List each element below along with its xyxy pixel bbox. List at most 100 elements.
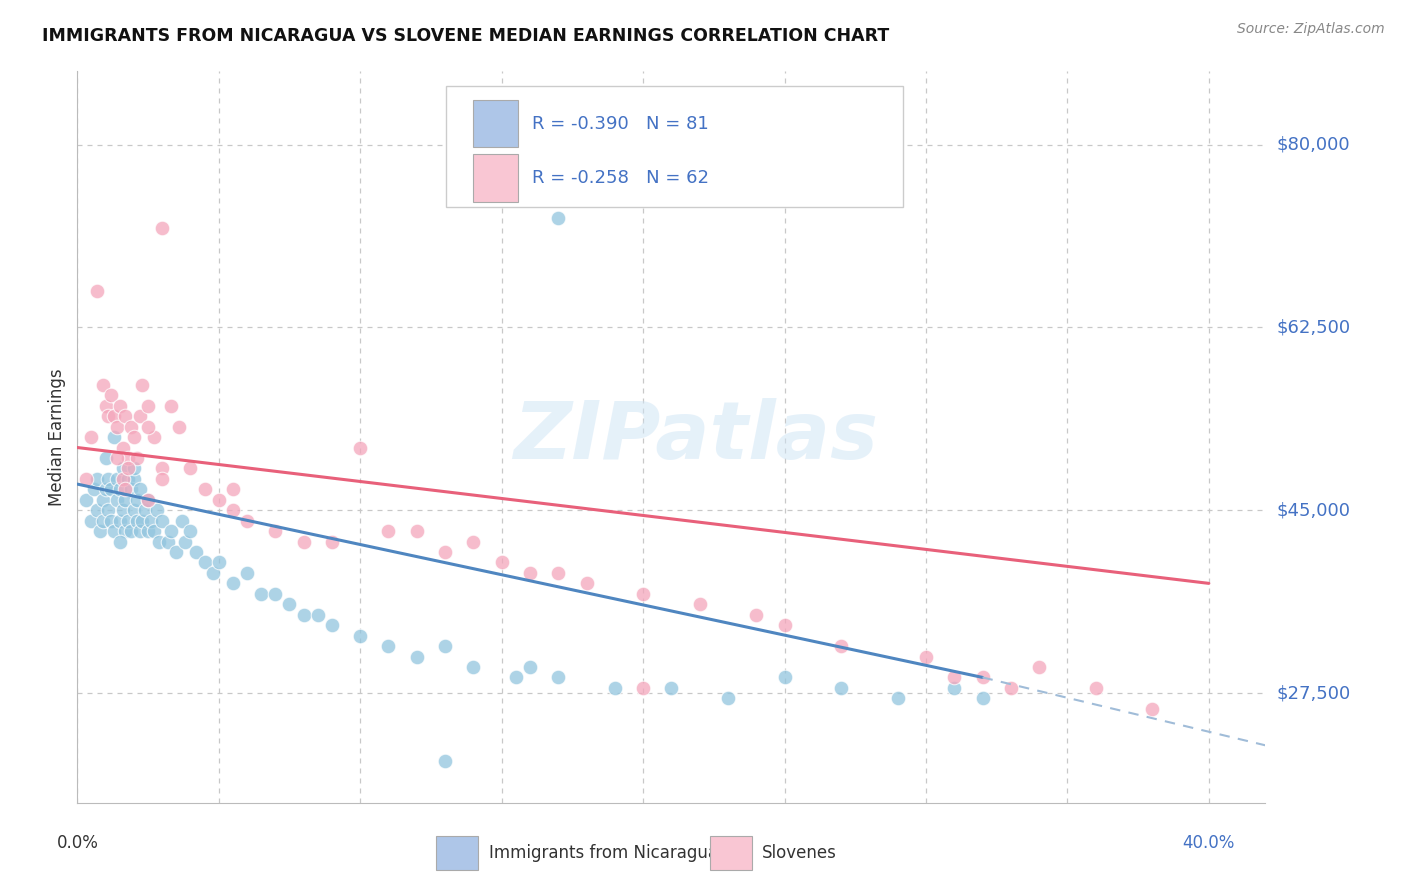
Point: [105, 419, 128, 434]
Point: [136, 419, 159, 434]
Point: [94, 450, 117, 465]
Point: [111, 461, 134, 475]
Point: [434, 545, 457, 559]
Point: [773, 670, 796, 684]
Point: [131, 514, 153, 528]
FancyBboxPatch shape: [472, 100, 517, 147]
Point: [122, 472, 145, 486]
Point: [117, 472, 139, 486]
Point: [943, 670, 966, 684]
Point: [94, 399, 117, 413]
Point: [122, 503, 145, 517]
Point: [603, 681, 626, 695]
Point: [463, 660, 485, 674]
Point: [120, 524, 142, 538]
Point: [173, 534, 195, 549]
Point: [86, 284, 108, 298]
Point: [208, 492, 231, 507]
Point: [631, 681, 654, 695]
Point: [689, 597, 711, 611]
Text: Source: ZipAtlas.com: Source: ZipAtlas.com: [1237, 22, 1385, 37]
Text: $45,000: $45,000: [1277, 501, 1351, 519]
Point: [114, 409, 136, 424]
Point: [377, 639, 399, 653]
Point: [148, 534, 170, 549]
Point: [519, 660, 541, 674]
Point: [91, 514, 114, 528]
Point: [89, 524, 111, 538]
Point: [80, 514, 103, 528]
Point: [97, 409, 120, 424]
Text: 40.0%: 40.0%: [1182, 834, 1234, 852]
Point: [773, 618, 796, 632]
Point: [631, 587, 654, 601]
Point: [117, 514, 139, 528]
Point: [405, 524, 427, 538]
Point: [292, 607, 315, 622]
Point: [165, 545, 187, 559]
Point: [120, 419, 142, 434]
Point: [97, 503, 120, 517]
Point: [120, 483, 142, 497]
Point: [972, 670, 994, 684]
Point: [745, 607, 768, 622]
Point: [886, 691, 908, 706]
Point: [105, 450, 128, 465]
Point: [117, 450, 139, 465]
Point: [139, 514, 162, 528]
Point: [86, 503, 108, 517]
Point: [145, 503, 167, 517]
Point: [222, 503, 245, 517]
Text: IMMIGRANTS FROM NICARAGUA VS SLOVENE MEDIAN EARNINGS CORRELATION CHART: IMMIGRANTS FROM NICARAGUA VS SLOVENE MED…: [42, 27, 890, 45]
Point: [128, 483, 150, 497]
Point: [156, 534, 179, 549]
Point: [103, 524, 125, 538]
Point: [150, 472, 173, 486]
Point: [547, 211, 569, 225]
Point: [136, 399, 159, 413]
Point: [117, 461, 139, 475]
Point: [111, 441, 134, 455]
Point: [278, 597, 301, 611]
Point: [1000, 681, 1022, 695]
Point: [1084, 681, 1107, 695]
Point: [142, 524, 165, 538]
Point: [1028, 660, 1050, 674]
Point: [100, 514, 122, 528]
Point: [134, 503, 156, 517]
Text: Slovenes: Slovenes: [762, 844, 837, 862]
Point: [108, 534, 131, 549]
Point: [307, 607, 329, 622]
Point: [972, 691, 994, 706]
Point: [114, 492, 136, 507]
Point: [103, 409, 125, 424]
Point: [80, 430, 103, 444]
Point: [105, 472, 128, 486]
Point: [136, 492, 159, 507]
Point: [94, 483, 117, 497]
Point: [830, 639, 852, 653]
Point: [830, 681, 852, 695]
Point: [208, 556, 231, 570]
Point: [150, 221, 173, 235]
Point: [264, 587, 287, 601]
Point: [131, 377, 153, 392]
Point: [321, 618, 343, 632]
Point: [108, 483, 131, 497]
Point: [434, 639, 457, 653]
Point: [186, 545, 208, 559]
Text: $27,500: $27,500: [1277, 684, 1351, 702]
Point: [122, 461, 145, 475]
Point: [128, 524, 150, 538]
Point: [292, 534, 315, 549]
Point: [505, 670, 527, 684]
Text: R = -0.390   N = 81: R = -0.390 N = 81: [533, 115, 709, 133]
Point: [83, 483, 105, 497]
Text: 0.0%: 0.0%: [56, 834, 98, 852]
Point: [111, 503, 134, 517]
Point: [349, 441, 371, 455]
Point: [91, 377, 114, 392]
Point: [86, 472, 108, 486]
Point: [434, 754, 457, 768]
Point: [97, 472, 120, 486]
